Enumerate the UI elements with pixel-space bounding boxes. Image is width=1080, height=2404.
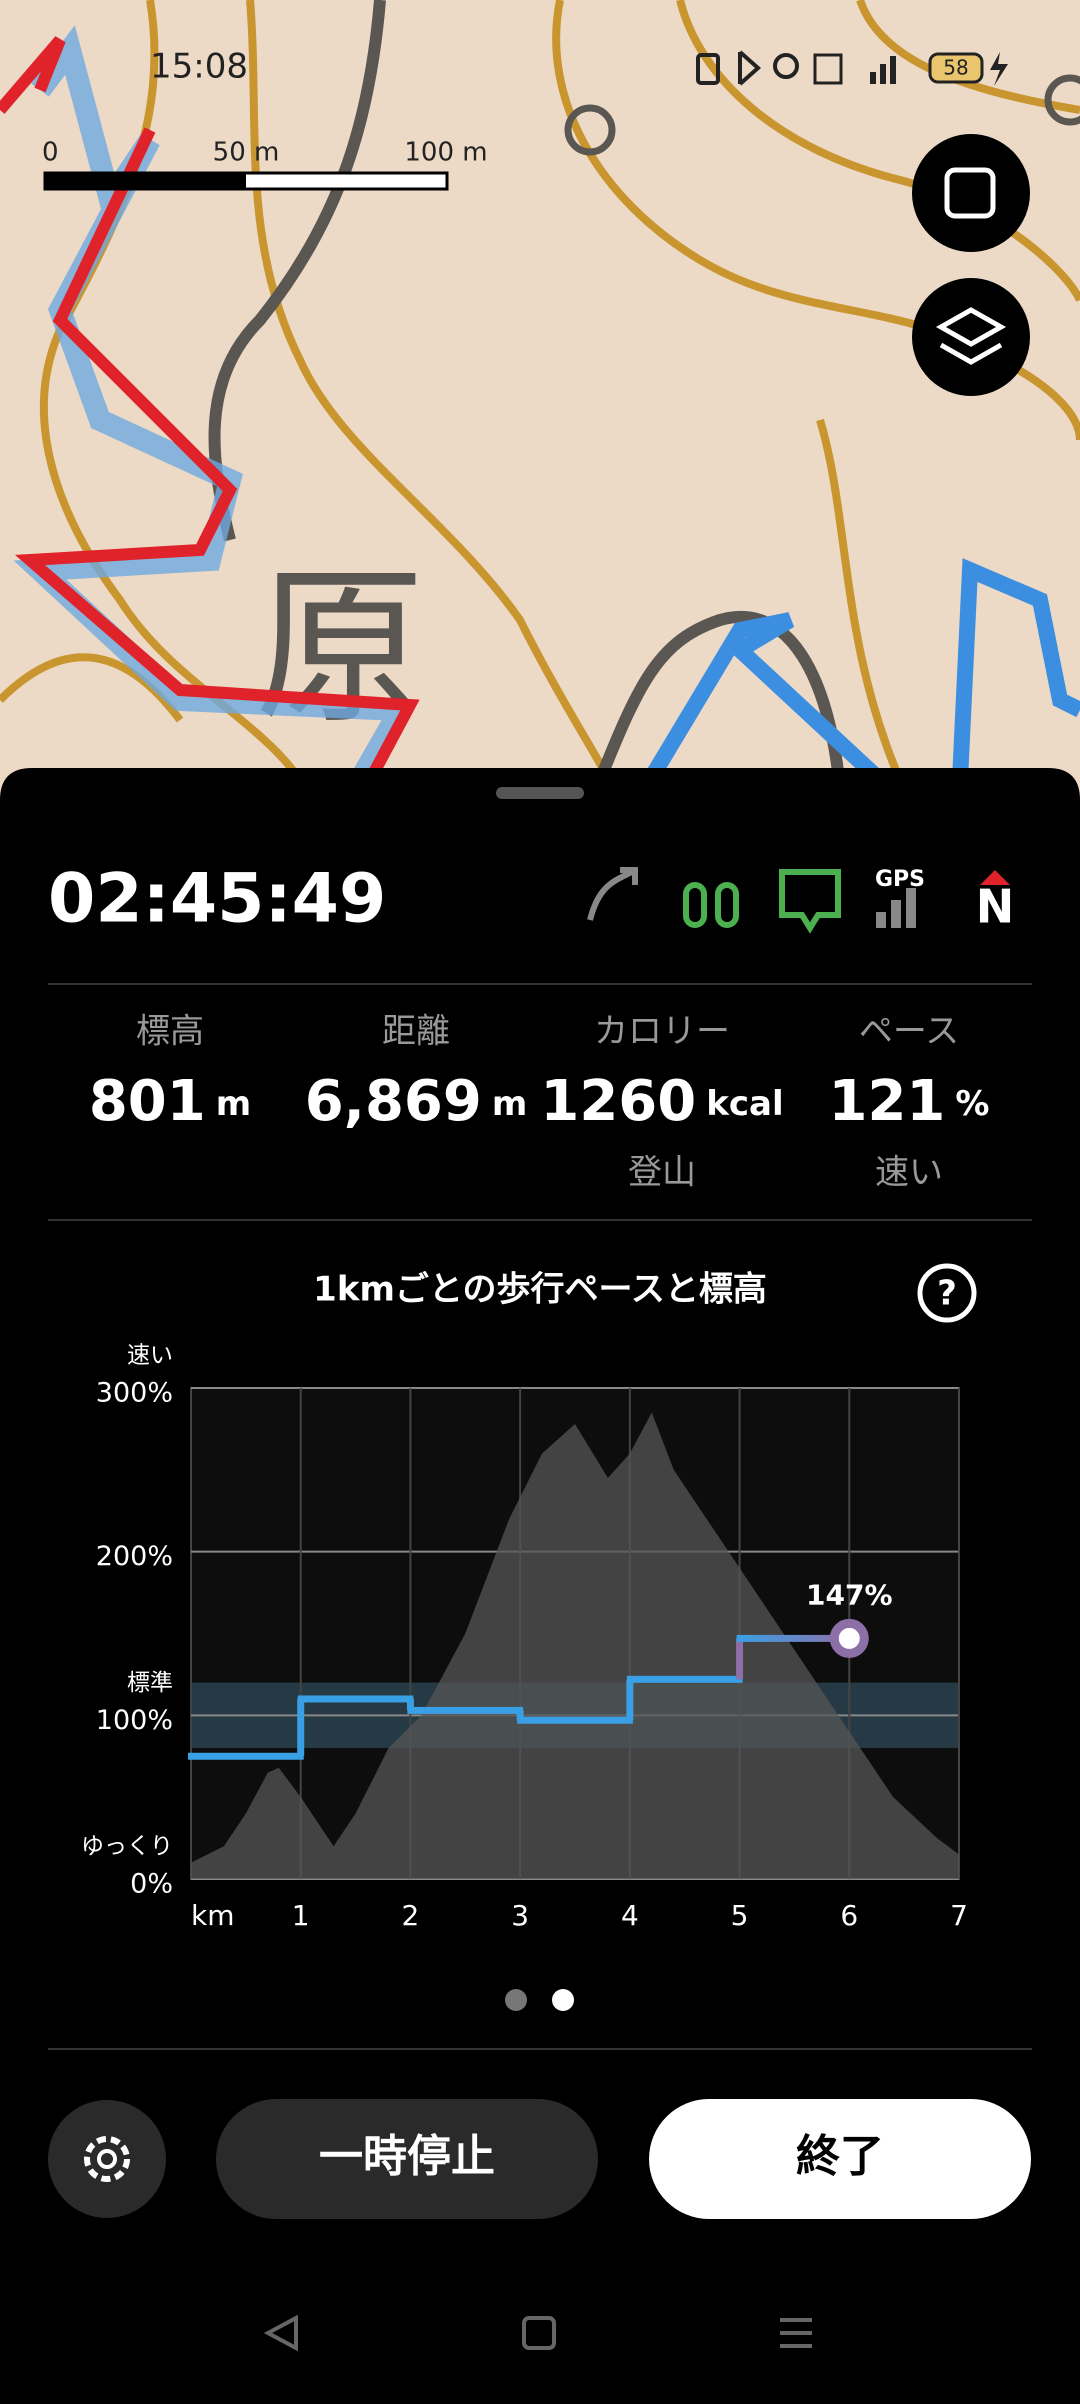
pace-segment — [736, 1634, 853, 1642]
x-tick-label: 4 — [621, 1899, 639, 1932]
stat-number: 801 — [89, 1069, 206, 1134]
chart-title: 1kmごとの歩行ペースと標高 — [313, 1270, 767, 1310]
status-icons — [696, 50, 1008, 86]
x-tick-label: 1 — [292, 1899, 310, 1932]
map-symbol — [564, 104, 616, 156]
stat-value: 121% — [829, 1069, 990, 1134]
stat-number: 6,869 — [305, 1069, 482, 1134]
page-dot[interactable] — [505, 1989, 527, 2011]
x-tick-label: 5 — [731, 1899, 749, 1932]
stat-label: ペース — [859, 1012, 959, 1052]
stat-sub: 登山 — [628, 1153, 696, 1193]
gear-icon — [84, 2136, 130, 2182]
help-button[interactable] — [917, 1263, 977, 1323]
page-dot[interactable] — [552, 1989, 574, 2011]
y-tick-label: 100% — [96, 1705, 173, 1736]
stat-number: 1260 — [540, 1069, 696, 1134]
stat-sub: 速い — [875, 1153, 943, 1193]
stat-unit: m — [492, 1084, 527, 1124]
elapsed-time: 02:45:49 — [48, 860, 386, 939]
stat-label: 標高 — [136, 1012, 204, 1052]
pace-marker — [829, 1618, 869, 1658]
compass[interactable]: N — [976, 880, 1015, 934]
x-axis-label: km — [191, 1899, 235, 1932]
icon — [683, 869, 841, 934]
settings-button[interactable] — [48, 2100, 166, 2218]
fit-route-button[interactable] — [912, 134, 1030, 252]
x-tick-label: 3 — [511, 1899, 529, 1932]
gear-icon — [97, 2149, 117, 2169]
stat-label: 距離 — [382, 1012, 450, 1052]
pace-segment — [297, 1695, 414, 1703]
x-tick-label: 6 — [840, 1899, 858, 1932]
stat-number: 121 — [829, 1069, 946, 1134]
stat-value: 801 m — [89, 1069, 251, 1134]
pace-segment — [517, 1716, 633, 1724]
battery-level: 58 — [943, 56, 968, 80]
stat-unit: m — [216, 1084, 251, 1124]
gps-label: GPS — [875, 867, 925, 892]
track-route — [0, 36, 420, 783]
finish-label: 終了 — [796, 2131, 884, 2182]
sheet-handle[interactable] — [496, 787, 584, 799]
scale-label: 0 — [42, 138, 59, 168]
help-icon: ? — [937, 1274, 957, 1314]
pace-segment — [188, 1752, 304, 1760]
y-annotation: ゆっくり — [81, 1834, 173, 1860]
finish-button[interactable] — [649, 2099, 1031, 2219]
y-annotation: 標準 — [127, 1670, 173, 1696]
stat-label: カロリー — [594, 1012, 730, 1052]
nav-home[interactable] — [522, 2316, 556, 2350]
tracker-icons — [587, 867, 1010, 934]
y-tick-label: 0% — [130, 1869, 173, 1900]
nav-recents[interactable] — [780, 2318, 812, 2348]
elevation-area — [191, 1412, 959, 1879]
scale-bar-segment — [45, 173, 246, 189]
x-tick-label: 2 — [402, 1899, 420, 1932]
map-symbol — [1044, 74, 1080, 126]
status-time: 15:08 — [150, 47, 248, 87]
scale-label: 100 m — [404, 138, 487, 168]
stat-value: 1260 kcal — [540, 1069, 783, 1134]
y-tick-label: 200% — [96, 1541, 173, 1572]
stat-unit: % — [955, 1084, 989, 1124]
pause-button[interactable] — [216, 2099, 598, 2219]
stat-value: 6,869 m — [305, 1069, 528, 1134]
value-label: 147% — [806, 1578, 893, 1611]
scale-label: 50 m — [213, 138, 280, 168]
icon — [944, 167, 996, 219]
pause-label: 一時停止 — [319, 2131, 495, 2182]
y-annotation: 速い — [127, 1343, 173, 1369]
roads — [208, 0, 846, 791]
x-tick-label: 7 — [950, 1899, 968, 1932]
stat-unit: kcal — [706, 1084, 783, 1124]
layers-button[interactable] — [912, 278, 1030, 396]
nav-back[interactable] — [263, 2314, 298, 2352]
y-tick-label: 300% — [96, 1378, 173, 1409]
pace-segment — [407, 1706, 524, 1714]
other-route — [643, 558, 1080, 786]
pace-segment — [626, 1675, 743, 1683]
icon — [935, 307, 1007, 365]
